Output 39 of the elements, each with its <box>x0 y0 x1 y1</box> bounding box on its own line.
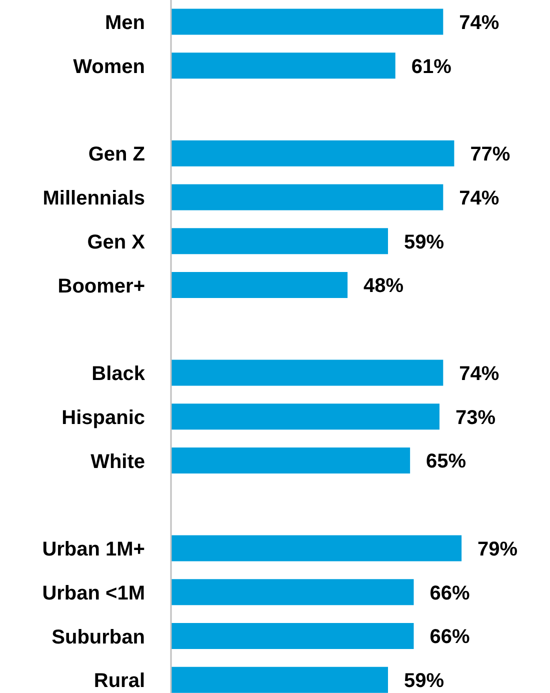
data-label: 74% <box>459 12 500 34</box>
y-tick-label: Boomer+ <box>58 275 145 298</box>
y-tick-label: Gen X <box>87 231 146 254</box>
data-label: 59% <box>404 670 444 692</box>
data-label: 74% <box>459 362 500 385</box>
data-label: 48% <box>364 275 404 298</box>
y-tick-label: Urban 1M+ <box>42 538 145 561</box>
bar <box>171 623 414 650</box>
bar <box>171 579 414 606</box>
data-label: 73% <box>455 406 496 429</box>
bar <box>171 360 444 386</box>
bar <box>171 8 444 35</box>
bar <box>171 52 396 79</box>
y-tick-label: White <box>90 450 145 473</box>
y-tick-label: Rural <box>94 670 145 692</box>
data-label: 74% <box>459 187 500 210</box>
data-label: 66% <box>430 626 470 648</box>
data-label: 65% <box>426 450 466 473</box>
data-label: 77% <box>470 144 510 166</box>
data-label: 66% <box>430 582 470 604</box>
y-tick-label: Urban <1M <box>42 582 145 604</box>
y-tick-label: Women <box>73 56 145 78</box>
bar <box>171 666 388 693</box>
bar <box>171 448 410 474</box>
bar <box>171 535 462 562</box>
data-label: 79% <box>478 538 518 560</box>
y-tick-label: Black <box>92 363 146 386</box>
bar <box>171 184 444 210</box>
y-tick-label: Suburban <box>52 626 145 648</box>
y-tick-label: Men <box>105 12 145 34</box>
y-tick-label: Gen Z <box>88 144 145 166</box>
bar <box>171 404 440 430</box>
data-label: 59% <box>404 231 444 254</box>
bar <box>171 140 454 166</box>
data-label: 61% <box>411 56 452 78</box>
y-tick-label: Hispanic <box>62 406 145 429</box>
y-tick-label: Millennials <box>42 188 145 210</box>
bar <box>171 228 388 254</box>
bar <box>171 272 348 298</box>
